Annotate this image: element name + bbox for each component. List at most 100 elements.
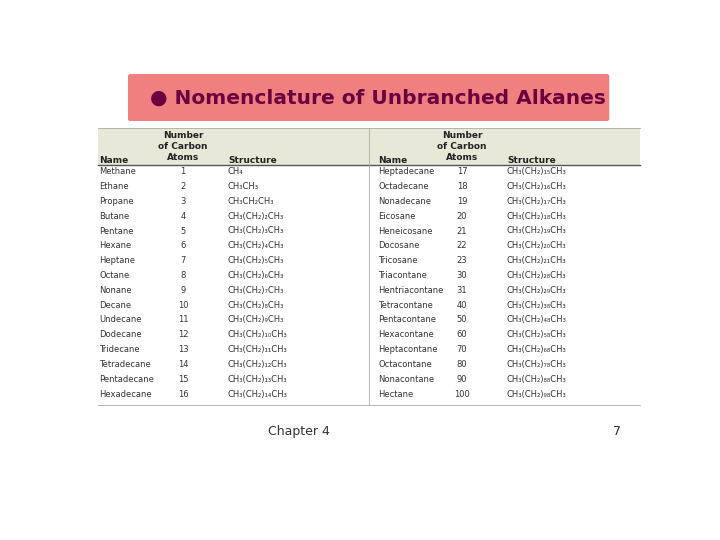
Text: 4: 4	[181, 212, 186, 221]
Text: 40: 40	[456, 301, 467, 309]
Text: 18: 18	[456, 182, 467, 191]
Text: 50: 50	[456, 315, 467, 325]
Text: CH₃CH₃: CH₃CH₃	[228, 182, 259, 191]
Text: CH₃(CH₂)₁₇CH₃: CH₃(CH₂)₁₇CH₃	[507, 197, 567, 206]
Text: Hexadecane: Hexadecane	[99, 389, 152, 399]
Text: 30: 30	[456, 271, 467, 280]
Text: CH₃(CH₂)₇CH₃: CH₃(CH₂)₇CH₃	[228, 286, 284, 295]
Text: Eicosane: Eicosane	[378, 212, 416, 221]
Text: CH₃(CH₂)₁₆CH₃: CH₃(CH₂)₁₆CH₃	[507, 182, 567, 191]
Text: Nonadecane: Nonadecane	[378, 197, 431, 206]
Text: 9: 9	[181, 286, 186, 295]
Text: Hexane: Hexane	[99, 241, 132, 251]
Text: 5: 5	[181, 226, 186, 235]
Text: CH₃(CH₂)₈CH₃: CH₃(CH₂)₈CH₃	[228, 301, 284, 309]
Text: CH₃(CH₂)₅₈CH₃: CH₃(CH₂)₅₈CH₃	[507, 330, 567, 339]
Text: CH₄: CH₄	[228, 167, 243, 176]
Text: 13: 13	[178, 345, 189, 354]
Text: Dodecane: Dodecane	[99, 330, 142, 339]
Bar	[98, 128, 640, 165]
Text: Tridecane: Tridecane	[99, 345, 140, 354]
Text: 1: 1	[181, 167, 186, 176]
Text: CH₃(CH₂)₄CH₃: CH₃(CH₂)₄CH₃	[228, 241, 284, 251]
Text: 8: 8	[180, 271, 186, 280]
Text: 60: 60	[456, 330, 467, 339]
Text: CH₃(CH₂)₂₉CH₃: CH₃(CH₂)₂₉CH₃	[507, 286, 567, 295]
Text: CH₃(CH₂)₃CH₃: CH₃(CH₂)₃CH₃	[228, 226, 284, 235]
Text: CH₃(CH₂)₆₈CH₃: CH₃(CH₂)₆₈CH₃	[507, 345, 567, 354]
Text: Hexacontane: Hexacontane	[378, 330, 434, 339]
Text: 3: 3	[180, 197, 186, 206]
Text: CH₃(CH₂)₅CH₃: CH₃(CH₂)₅CH₃	[228, 256, 284, 265]
Text: 10: 10	[178, 301, 188, 309]
Text: Heneicosane: Heneicosane	[378, 226, 433, 235]
Text: CH₃(CH₂)₁₄CH₃: CH₃(CH₂)₁₄CH₃	[228, 389, 288, 399]
Text: Tricosane: Tricosane	[378, 256, 418, 265]
Text: 31: 31	[456, 286, 467, 295]
Text: CH₃(CH₂)₇₈CH₃: CH₃(CH₂)₇₈CH₃	[507, 360, 567, 369]
Text: Decane: Decane	[99, 301, 132, 309]
Text: Chapter 4: Chapter 4	[269, 425, 330, 438]
Text: Docosane: Docosane	[378, 241, 420, 251]
Text: CH₃(CH₂)₃₈CH₃: CH₃(CH₂)₃₈CH₃	[507, 301, 567, 309]
Text: CH₃(CH₂)₆CH₃: CH₃(CH₂)₆CH₃	[228, 271, 284, 280]
Text: CH₃(CH₂)₈₈CH₃: CH₃(CH₂)₈₈CH₃	[507, 375, 567, 384]
Text: CH₃(CH₂)₁₉CH₃: CH₃(CH₂)₁₉CH₃	[507, 226, 567, 235]
Text: 16: 16	[178, 389, 189, 399]
Text: Triacontane: Triacontane	[378, 271, 427, 280]
Text: 15: 15	[178, 375, 188, 384]
Text: 12: 12	[178, 330, 188, 339]
Text: CH₃(CH₂)₄₈CH₃: CH₃(CH₂)₄₈CH₃	[507, 315, 567, 325]
Text: 20: 20	[456, 212, 467, 221]
Text: Heptane: Heptane	[99, 256, 135, 265]
Text: 23: 23	[456, 256, 467, 265]
Text: Octane: Octane	[99, 271, 130, 280]
Text: 22: 22	[456, 241, 467, 251]
Text: Pentane: Pentane	[99, 226, 134, 235]
Text: CH₃(CH₂)₉CH₃: CH₃(CH₂)₉CH₃	[228, 315, 284, 325]
Text: 7: 7	[180, 256, 186, 265]
Text: CH₃(CH₂)₁₃CH₃: CH₃(CH₂)₁₃CH₃	[228, 375, 287, 384]
Text: Name: Name	[99, 156, 129, 165]
Text: CH₃(CH₂)₂₈CH₃: CH₃(CH₂)₂₈CH₃	[507, 271, 567, 280]
Text: CH₃(CH₂)₁₀CH₃: CH₃(CH₂)₁₀CH₃	[228, 330, 288, 339]
FancyBboxPatch shape	[128, 74, 609, 121]
Text: CH₃CH₂CH₃: CH₃CH₂CH₃	[228, 197, 274, 206]
Text: Nonacontane: Nonacontane	[378, 375, 434, 384]
Text: 14: 14	[178, 360, 188, 369]
Text: Butane: Butane	[99, 212, 130, 221]
Text: CH₃(CH₂)₁₈CH₃: CH₃(CH₂)₁₈CH₃	[507, 212, 567, 221]
Text: 100: 100	[454, 389, 470, 399]
Text: Tetracontane: Tetracontane	[378, 301, 433, 309]
Text: Octadecane: Octadecane	[378, 182, 429, 191]
Text: Pentadecane: Pentadecane	[99, 375, 154, 384]
Text: Hectane: Hectane	[378, 389, 413, 399]
Text: Nonane: Nonane	[99, 286, 132, 295]
Text: 17: 17	[456, 167, 467, 176]
Text: CH₃(CH₂)₂₁CH₃: CH₃(CH₂)₂₁CH₃	[507, 256, 567, 265]
Text: CH₃(CH₂)₂CH₃: CH₃(CH₂)₂CH₃	[228, 212, 284, 221]
Text: 11: 11	[178, 315, 188, 325]
Text: CH₃(CH₂)₂₀CH₃: CH₃(CH₂)₂₀CH₃	[507, 241, 567, 251]
Text: 7: 7	[613, 425, 621, 438]
Text: Methane: Methane	[99, 167, 136, 176]
Text: CH₃(CH₂)₁₁CH₃: CH₃(CH₂)₁₁CH₃	[228, 345, 288, 354]
Text: 21: 21	[456, 226, 467, 235]
Text: Number
of Carbon
Atoms: Number of Carbon Atoms	[158, 131, 208, 162]
Text: Undecane: Undecane	[99, 315, 142, 325]
Text: Octacontane: Octacontane	[378, 360, 432, 369]
Text: 70: 70	[456, 345, 467, 354]
Text: 19: 19	[456, 197, 467, 206]
Text: Propane: Propane	[99, 197, 134, 206]
Text: Heptacontane: Heptacontane	[378, 345, 438, 354]
Text: Structure: Structure	[507, 156, 556, 165]
Text: Pentacontane: Pentacontane	[378, 315, 436, 325]
Text: Ethane: Ethane	[99, 182, 129, 191]
Text: 80: 80	[456, 360, 467, 369]
Text: 2: 2	[181, 182, 186, 191]
Text: Heptadecane: Heptadecane	[378, 167, 435, 176]
Text: Structure: Structure	[228, 156, 276, 165]
Text: ● Nomenclature of Unbranched Alkanes: ● Nomenclature of Unbranched Alkanes	[150, 89, 606, 107]
Text: Tetradecane: Tetradecane	[99, 360, 151, 369]
Text: Number
of Carbon
Atoms: Number of Carbon Atoms	[437, 131, 487, 162]
